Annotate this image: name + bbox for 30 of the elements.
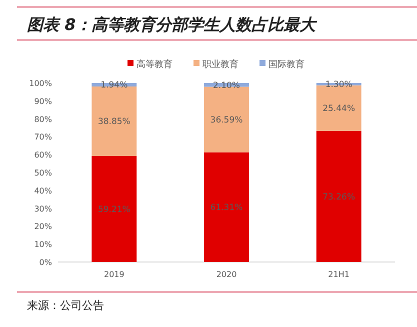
legend-label: 职业教育 [202, 59, 238, 70]
bar [204, 152, 249, 262]
data-label: 61.31% [210, 203, 243, 214]
x-tick-label: 2020 [216, 270, 237, 279]
y-tick-label: 80% [34, 114, 52, 124]
x-tick-label: 21H1 [328, 270, 350, 279]
y-tick-label: 0% [39, 258, 52, 267]
data-label: 73.26% [322, 192, 356, 202]
y-tick-label: 70% [34, 132, 52, 142]
y-tick-label: 100% [29, 79, 52, 88]
data-label: 25.44% [322, 104, 356, 114]
source-note: 来源：公司公告 [27, 299, 104, 312]
bar [92, 156, 137, 262]
y-tick-label: 90% [34, 96, 52, 106]
legend-label: 国际教育 [268, 59, 304, 70]
data-label: 36.59% [210, 116, 243, 126]
y-tick-label: 30% [34, 204, 52, 214]
bar [204, 86, 249, 152]
data-label: 59.21% [98, 205, 130, 216]
bar [316, 130, 362, 262]
y-tick-label: 10% [34, 240, 52, 250]
y-tick-label: 40% [34, 186, 52, 196]
y-tick-label: 20% [34, 222, 52, 232]
legend-label: 高等教育 [136, 59, 172, 70]
x-tick-label: 2019 [104, 270, 124, 279]
y-tick-label: 50% [34, 168, 52, 178]
data-label: 38.85% [98, 117, 130, 128]
bar [92, 86, 137, 156]
y-tick-label: 60% [34, 150, 52, 160]
chart-title: 图表 8：高等教育分部学生人数占比最大 [27, 15, 318, 34]
